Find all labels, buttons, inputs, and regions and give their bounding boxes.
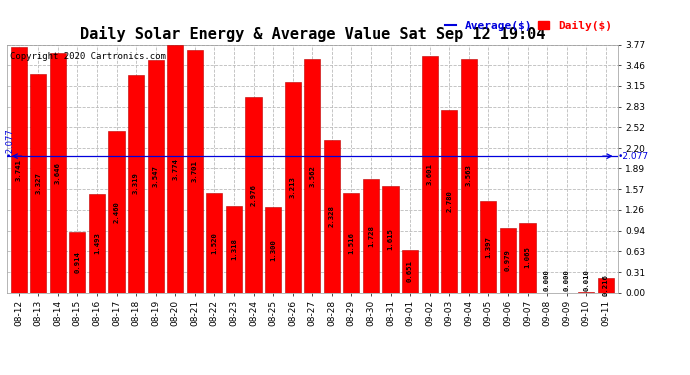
Text: •2.077: •2.077 [618, 152, 649, 160]
Text: 1.728: 1.728 [368, 225, 374, 247]
Bar [500, 228, 516, 292]
Text: 0.216: 0.216 [603, 274, 609, 296]
Bar [285, 82, 301, 292]
Text: 1.493: 1.493 [94, 232, 100, 254]
Text: 2.780: 2.780 [446, 190, 452, 212]
Text: 0.010: 0.010 [583, 269, 589, 291]
Bar [480, 201, 496, 292]
Bar [50, 53, 66, 292]
Text: 2.328: 2.328 [329, 205, 335, 227]
Bar [520, 223, 535, 292]
Text: 1.520: 1.520 [211, 232, 217, 254]
Bar [148, 60, 164, 292]
Bar [167, 45, 184, 292]
Text: 3.327: 3.327 [35, 172, 41, 194]
Bar [69, 232, 86, 292]
Text: 3.319: 3.319 [133, 172, 139, 195]
Bar [598, 278, 614, 292]
Text: 1.318: 1.318 [231, 238, 237, 260]
Bar [265, 207, 281, 292]
Text: 3.601: 3.601 [426, 164, 433, 185]
Title: Daily Solar Energy & Average Value Sat Sep 12 19:04: Daily Solar Energy & Average Value Sat S… [79, 27, 545, 42]
Text: Copyright 2020 Cartronics.com: Copyright 2020 Cartronics.com [10, 53, 166, 62]
Bar [206, 193, 222, 292]
Bar [402, 250, 418, 292]
Bar [246, 97, 262, 292]
Bar [461, 58, 477, 292]
Bar [89, 195, 105, 292]
Text: 3.562: 3.562 [309, 165, 315, 186]
Text: 3.547: 3.547 [152, 165, 159, 187]
Bar [128, 75, 144, 292]
Bar [382, 186, 399, 292]
Bar [187, 50, 203, 292]
Text: 0.979: 0.979 [505, 249, 511, 271]
Text: 3.774: 3.774 [172, 158, 178, 180]
Bar [226, 206, 242, 292]
Bar [441, 110, 457, 292]
Bar [10, 47, 27, 292]
Text: 3.701: 3.701 [192, 160, 198, 182]
Bar [324, 140, 339, 292]
Bar [422, 56, 437, 292]
Bar [30, 74, 46, 292]
Text: 1.516: 1.516 [348, 232, 355, 254]
Text: 0.000: 0.000 [564, 269, 570, 291]
Text: 3.213: 3.213 [290, 176, 295, 198]
Text: 1.615: 1.615 [388, 228, 393, 251]
Bar [304, 58, 320, 292]
Text: •2.077: •2.077 [4, 128, 13, 156]
Text: 1.065: 1.065 [524, 247, 531, 268]
Text: 0.651: 0.651 [407, 260, 413, 282]
Bar [108, 131, 124, 292]
Text: 2.976: 2.976 [250, 184, 257, 206]
Text: 3.563: 3.563 [466, 165, 472, 186]
Bar [344, 193, 359, 292]
Text: 1.300: 1.300 [270, 239, 276, 261]
Text: 0.914: 0.914 [75, 252, 80, 273]
Text: 3.646: 3.646 [55, 162, 61, 184]
Bar [363, 179, 379, 292]
Text: 3.741: 3.741 [16, 159, 21, 181]
Text: 0.000: 0.000 [544, 269, 550, 291]
Text: 2.460: 2.460 [113, 201, 119, 223]
Text: 1.397: 1.397 [485, 236, 491, 258]
Legend: Average($), Daily($): Average($), Daily($) [445, 21, 612, 31]
